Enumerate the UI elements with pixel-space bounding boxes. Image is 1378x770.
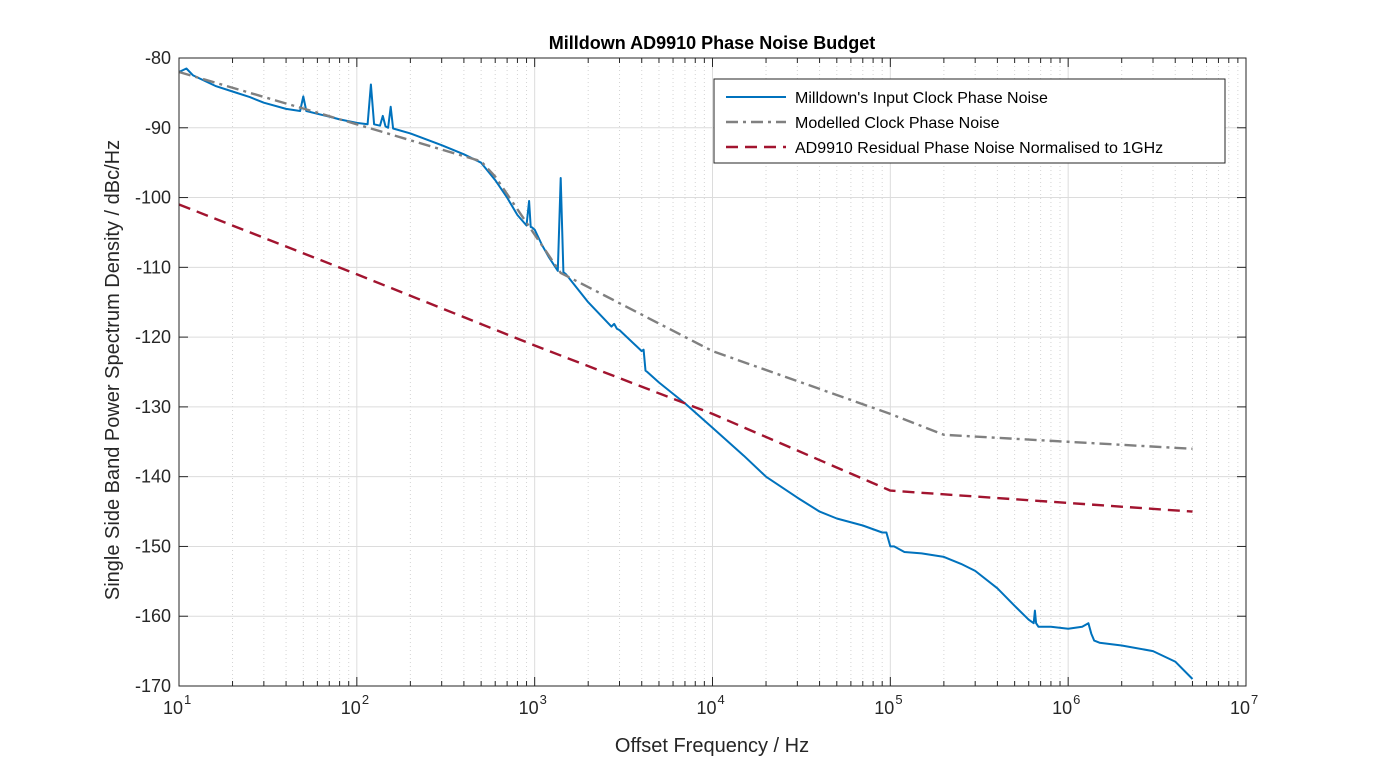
ticks: 10 1 10 2 10 3 10 4 10 5 10 6 10 7-80-90-100-110-120-… xyxy=(135,48,1258,718)
y-tick-label: -150 xyxy=(135,536,171,556)
y-tick-label: -170 xyxy=(135,676,171,696)
legend-label-modelled-clock: Modelled Clock Phase Noise xyxy=(795,115,1000,132)
y-tick-label: -130 xyxy=(135,397,171,417)
legend: Milldown's Input Clock Phase Noise Model… xyxy=(713,78,1226,164)
x-tick-label-exponent: 4 xyxy=(718,692,725,707)
x-tick-label: 10 3 xyxy=(519,692,547,718)
x-axis-label: Offset Frequency / Hz xyxy=(615,735,809,757)
x-tick-label-base: 10 xyxy=(696,698,716,718)
x-tick-label: 10 1 xyxy=(163,692,191,718)
y-tick-label: -160 xyxy=(135,606,171,626)
x-tick-label: 10 4 xyxy=(696,692,724,718)
x-tick-label-base: 10 xyxy=(341,698,361,718)
x-tick-label-exponent: 6 xyxy=(1073,692,1080,707)
chart-title: Milldown AD9910 Phase Noise Budget xyxy=(549,33,875,53)
x-tick-label-exponent: 7 xyxy=(1251,692,1258,707)
y-tick-label: -100 xyxy=(135,188,171,208)
y-axis-label: Single Side Band Power Spectrum Density … xyxy=(102,140,124,600)
legend-label-input-clock: Milldown's Input Clock Phase Noise xyxy=(795,90,1048,107)
x-tick-label-base: 10 xyxy=(874,698,894,718)
y-tick-label: -90 xyxy=(145,118,171,138)
series-layer xyxy=(178,67,1194,680)
x-tick-label: 10 7 xyxy=(1230,692,1258,718)
x-tick-label-base: 10 xyxy=(1052,698,1072,718)
x-tick-label-base: 10 xyxy=(163,698,183,718)
x-tick-label-exponent: 3 xyxy=(540,692,547,707)
y-tick-label: -120 xyxy=(135,327,171,347)
legend-label-ad9910-residual: AD9910 Residual Phase Noise Normalised t… xyxy=(795,140,1163,157)
legend-box xyxy=(713,78,1226,164)
x-tick-label: 10 2 xyxy=(341,692,369,718)
y-tick-label: -140 xyxy=(135,467,171,487)
y-tick-label: -110 xyxy=(136,257,171,277)
y-tick-label: -80 xyxy=(145,48,171,68)
series-line-modelled-clock xyxy=(178,70,1193,450)
x-tick-label-exponent: 1 xyxy=(184,692,191,707)
x-tick-label: 10 6 xyxy=(1052,692,1080,718)
series-line-ad9910-residual xyxy=(178,203,1193,513)
x-tick-label-exponent: 5 xyxy=(895,692,902,707)
x-tick-label-base: 10 xyxy=(1230,698,1250,718)
x-tick-label-base: 10 xyxy=(519,698,539,718)
x-tick-label: 10 5 xyxy=(874,692,902,718)
x-tick-label-exponent: 2 xyxy=(362,692,369,707)
